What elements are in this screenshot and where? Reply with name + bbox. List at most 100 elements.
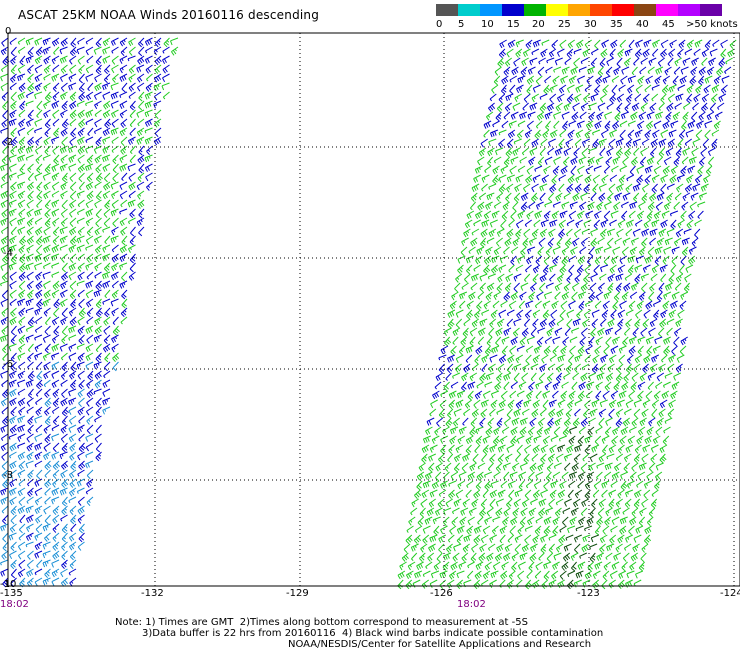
wind-barb	[34, 118, 43, 127]
wind-barb	[483, 129, 490, 138]
wind-barb	[680, 336, 688, 346]
wind-barb	[577, 480, 584, 489]
wind-barb	[498, 354, 507, 364]
wind-barb	[42, 37, 51, 46]
wind-barb	[476, 381, 484, 389]
wind-barb	[502, 201, 510, 211]
wind-barb	[592, 354, 600, 364]
wind-barb	[588, 462, 596, 472]
wind-barb	[569, 516, 577, 526]
wind-barb	[448, 480, 457, 487]
wind-barb	[492, 300, 500, 309]
wind-barb	[515, 399, 523, 409]
wind-barb	[481, 183, 488, 192]
wind-barb	[68, 433, 77, 443]
wind-barb	[675, 147, 682, 158]
wind-barb	[438, 354, 447, 361]
wind-barb	[564, 237, 572, 248]
wind-barb	[508, 264, 515, 273]
wind-barb	[453, 462, 460, 473]
wind-barb	[695, 174, 703, 184]
wind-barb	[517, 165, 526, 173]
wind-barb	[650, 147, 657, 158]
wind-barb	[639, 417, 647, 427]
wind-barb	[18, 460, 26, 470]
wind-barb	[681, 246, 689, 257]
wind-barb	[68, 406, 77, 415]
wind-barb	[51, 244, 60, 253]
wind-barb	[36, 244, 43, 255]
wind-barb	[10, 352, 17, 363]
wind-barb	[671, 291, 680, 300]
wind-barb	[519, 417, 528, 426]
wind-barb	[477, 291, 485, 300]
wind-barb	[657, 57, 665, 67]
wind-barb	[127, 55, 136, 62]
wind-barb	[525, 39, 533, 49]
wind-barb	[35, 46, 43, 57]
wind-barb	[78, 307, 86, 318]
wind-barb	[95, 55, 102, 66]
wind-barb	[422, 525, 431, 534]
wind-barb	[643, 309, 651, 319]
wind-barb	[61, 325, 68, 336]
wind-barb	[473, 264, 481, 272]
wind-barb	[603, 246, 612, 253]
wind-barb	[27, 370, 35, 381]
wind-barb	[625, 219, 634, 228]
wind-barb	[567, 489, 574, 498]
wind-barb	[586, 75, 594, 85]
wind-barb	[470, 417, 478, 428]
wind-barb	[608, 399, 617, 409]
wind-barb	[504, 282, 512, 293]
wind-barb	[86, 424, 94, 435]
wind-barb	[630, 552, 639, 562]
wind-barb	[2, 55, 10, 66]
wind-barb	[539, 183, 548, 192]
wind-barb	[445, 498, 453, 508]
wind-barb	[516, 390, 525, 398]
wind-barb	[515, 219, 524, 229]
wind-barb	[627, 255, 636, 264]
wind-barb	[642, 444, 651, 453]
wind-barb	[466, 525, 474, 535]
wind-barb	[479, 273, 488, 282]
wind-barb	[608, 138, 616, 148]
wind-barb	[660, 48, 668, 59]
wind-barb	[138, 46, 145, 57]
wind-barb	[85, 199, 94, 209]
wind-barb	[42, 352, 51, 361]
wind-barb	[600, 228, 607, 239]
wind-barb	[0, 46, 9, 56]
wind-barb	[660, 273, 667, 283]
wind-barb	[78, 73, 85, 84]
wind-barb	[711, 84, 720, 94]
wind-barb	[671, 246, 680, 255]
wind-barb	[598, 138, 607, 147]
wind-barb	[419, 552, 426, 563]
wind-barb	[631, 462, 639, 472]
wind-barb	[503, 66, 511, 76]
wind-barb	[660, 183, 667, 194]
wind-barb	[604, 462, 613, 471]
wind-barb	[162, 55, 170, 65]
wind-barb	[651, 174, 660, 183]
wind-barb	[558, 228, 566, 239]
wind-barb	[111, 289, 119, 299]
wind-barb	[18, 307, 26, 317]
wind-barb	[579, 111, 587, 120]
wind-barb	[492, 435, 501, 446]
wind-barb	[615, 453, 624, 461]
wind-barb	[513, 498, 521, 508]
wind-barb	[543, 291, 553, 300]
wind-barb	[433, 525, 440, 536]
wind-barb	[575, 84, 584, 93]
wind-barb	[583, 408, 590, 419]
wind-barb	[591, 318, 599, 329]
wind-barb	[631, 102, 640, 112]
wind-barb	[553, 66, 562, 73]
wind-barb	[458, 471, 467, 480]
wind-barb	[638, 111, 647, 121]
wind-barb	[76, 343, 85, 350]
wind-barb	[85, 442, 94, 452]
